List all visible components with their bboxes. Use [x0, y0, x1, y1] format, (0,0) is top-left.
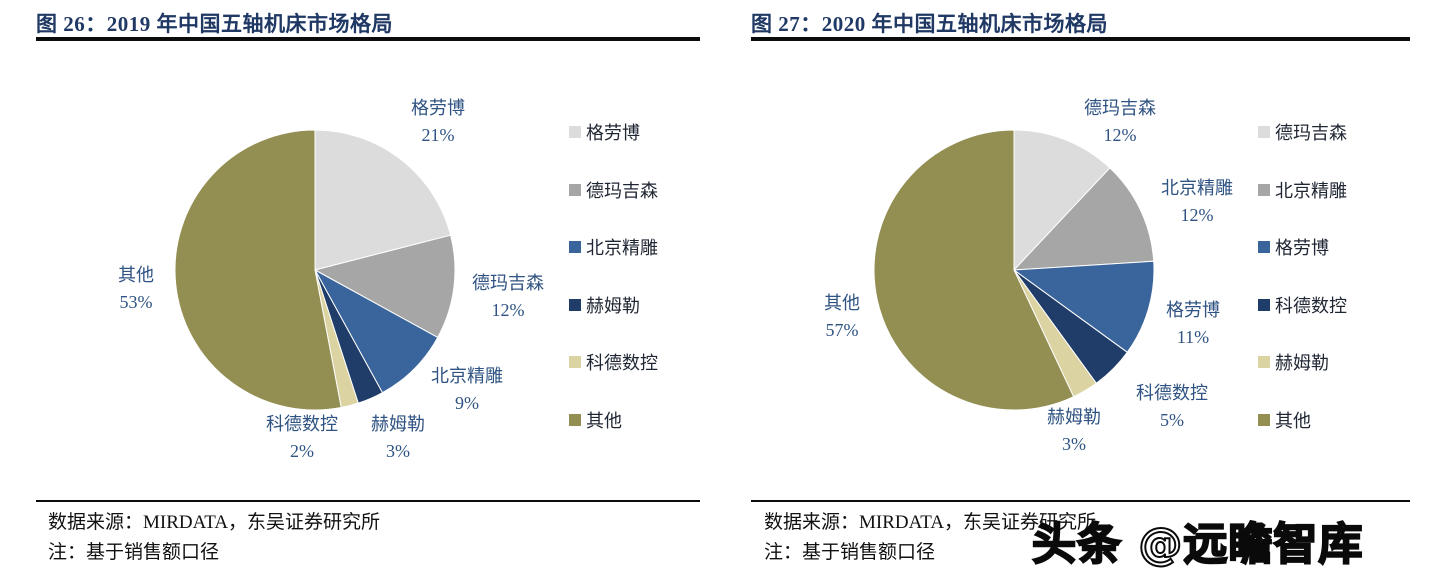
legend-label: 赫姆勒: [586, 295, 640, 316]
legend-swatch-icon: [1258, 126, 1270, 138]
legend-swatch-icon: [1258, 241, 1270, 253]
slice-label-value: 53%: [119, 292, 153, 312]
legend-label: 德玛吉森: [586, 180, 658, 201]
legend-item-其他: 其他: [569, 407, 622, 433]
pie-slice-格劳博: [1012, 260, 1155, 353]
legend-label: 北京精雕: [586, 238, 658, 258]
pie-slice-德玛吉森: [1013, 129, 1111, 272]
slice-label-value: 3%: [1062, 434, 1086, 454]
legend-item-格劳博: 格劳博: [1258, 234, 1329, 260]
slice-label-科德数控: 科德数控 5%: [1136, 380, 1208, 434]
legend-item-北京精雕: 北京精雕: [569, 234, 658, 260]
legend-label: 其他: [1275, 410, 1311, 431]
slice-label-name: 北京精雕: [1161, 178, 1233, 198]
slice-label-格劳博: 格劳博 11%: [1166, 297, 1220, 351]
pie-slice-其他: [174, 129, 342, 411]
legend-item-科德数控: 科德数控: [569, 349, 658, 375]
figure-27-title: 图 27：2020 年中国五轴机床市场格局: [751, 12, 1108, 36]
slice-label-格劳博: 格劳博 21%: [411, 95, 465, 149]
slice-label-value: 3%: [386, 441, 410, 461]
legend-item-赫姆勒: 赫姆勒: [569, 292, 640, 318]
legend-item-其他: 其他: [1258, 407, 1311, 433]
legend-swatch-icon: [569, 356, 581, 368]
legend-item-德玛吉森: 德玛吉森: [1258, 119, 1347, 145]
figure-27-title-divider: [751, 37, 1410, 41]
slice-label-value: 57%: [825, 320, 859, 340]
legend-label: 其他: [586, 410, 622, 431]
figure-26-source-divider: [36, 500, 700, 502]
legend-item-格劳博: 格劳博: [569, 119, 640, 145]
legend-swatch-icon: [1258, 298, 1270, 311]
pie-slice-北京精雕: [313, 268, 439, 394]
legend-item-科德数控: 科德数控: [1258, 292, 1347, 318]
legend-label: 赫姆勒: [1275, 353, 1329, 373]
slice-label-其他: 其他 57%: [824, 290, 860, 344]
slice-label-name: 赫姆勒: [1047, 407, 1101, 427]
slice-label-name: 格劳博: [1166, 300, 1220, 320]
legend-swatch-icon: [569, 241, 581, 253]
slice-label-value: 9%: [455, 393, 479, 413]
slice-label-name: 赫姆勒: [371, 414, 425, 434]
legend-label: 科德数控: [1275, 295, 1347, 316]
legend-label: 科德数控: [586, 353, 658, 373]
slice-label-赫姆勒: 赫姆勒 3%: [371, 411, 425, 465]
slice-label-value: 2%: [290, 441, 314, 461]
legend-swatch-icon: [1258, 356, 1270, 368]
slice-label-name: 北京精雕: [431, 366, 503, 386]
slice-label-value: 21%: [421, 125, 455, 145]
pie-slice-格劳博: [314, 129, 452, 271]
slice-label-value: 12%: [1180, 205, 1214, 225]
legend-swatch-icon: [569, 183, 581, 196]
legend-label: 德玛吉森: [1275, 123, 1347, 143]
pie-slice-德玛吉森: [313, 234, 456, 339]
slice-label-其他: 其他 53%: [118, 262, 154, 316]
legend-item-德玛吉森: 德玛吉森: [569, 177, 658, 203]
watermark: 头条 @远瞻智库: [1031, 518, 1364, 571]
legend-swatch-icon: [569, 413, 581, 426]
slice-label-value: 12%: [491, 300, 525, 320]
legend-swatch-icon: [569, 298, 581, 311]
figure-26-title: 图 26：2019 年中国五轴机床市场格局: [36, 12, 393, 36]
pie-slice-北京精雕: [1012, 167, 1155, 271]
slice-label-德玛吉森: 德玛吉森 12%: [472, 270, 544, 324]
legend-label: 北京精雕: [1275, 180, 1347, 201]
pie-2020: [873, 129, 1155, 411]
figure-27-source: 数据来源：MIRDATA，东吴证券研究所: [764, 512, 1097, 533]
legend-swatch-icon: [1258, 183, 1270, 196]
slice-label-德玛吉森: 德玛吉森 12%: [1084, 95, 1156, 149]
slice-label-name: 科德数控: [266, 414, 338, 434]
figure-26-title-divider: [36, 37, 700, 41]
legend-item-赫姆勒: 赫姆勒: [1258, 349, 1329, 375]
figure-26-source: 数据来源：MIRDATA，东吴证券研究所: [48, 512, 381, 533]
figure-27-source-divider: [751, 500, 1410, 502]
slice-label-北京精雕: 北京精雕 12%: [1161, 175, 1233, 229]
pie-slice-其他: [873, 129, 1075, 411]
slice-label-name: 德玛吉森: [1084, 98, 1156, 118]
slice-label-name: 格劳博: [411, 98, 465, 118]
figure-26-note: 注：基于销售额口径: [48, 542, 220, 563]
legend-item-北京精雕: 北京精雕: [1258, 177, 1347, 203]
slice-label-value: 12%: [1103, 125, 1137, 145]
slice-label-value: 11%: [1176, 327, 1210, 347]
slice-label-name: 科德数控: [1136, 383, 1208, 403]
slice-label-赫姆勒: 赫姆勒 3%: [1047, 404, 1101, 458]
slice-label-北京精雕: 北京精雕 9%: [431, 363, 503, 417]
pie-2019: [174, 129, 456, 411]
slice-label-name: 德玛吉森: [472, 273, 544, 293]
legend-swatch-icon: [569, 126, 581, 138]
legend-label: 格劳博: [1275, 238, 1329, 258]
legend-swatch-icon: [1258, 413, 1270, 426]
slice-label-name: 其他: [824, 293, 860, 313]
figure-27-note: 注：基于销售额口径: [764, 542, 936, 563]
legend-label: 格劳博: [586, 123, 640, 143]
slice-label-value: 5%: [1160, 410, 1184, 430]
slice-label-name: 其他: [118, 265, 154, 285]
slice-label-科德数控: 科德数控 2%: [266, 411, 338, 465]
